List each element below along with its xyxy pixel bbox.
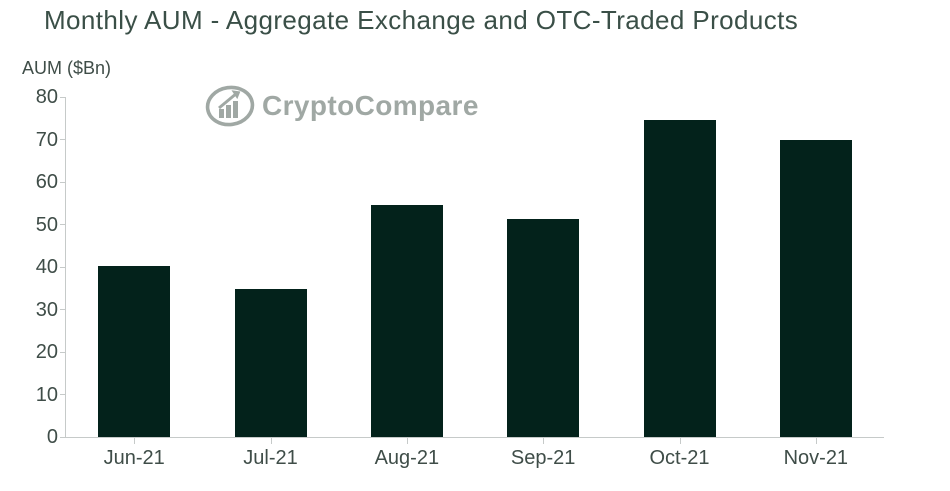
- y-tick-mark: [60, 224, 65, 225]
- y-tick-label: 10: [35, 383, 58, 406]
- y-tick-mark: [60, 181, 65, 183]
- y-axis-title: AUM ($Bn): [22, 58, 112, 78]
- x-axis-label: Sep-21: [510, 447, 576, 469]
- y-tick-mark: [60, 139, 65, 140]
- y-tick-label: 50: [35, 213, 58, 236]
- plot-area: 0 10 20 30 40 50 60 70 80 Jun-21 Jul-21 Aug-21 Sep-2…: [36, 86, 884, 469]
- watermark-text: CryptoCompare: [262, 90, 479, 121]
- x-tick-mark: [543, 438, 545, 444]
- bar-nov-21: [779, 139, 852, 437]
- bar-aug-21: [370, 205, 443, 437]
- y-tick-label: 80: [35, 86, 58, 108]
- y-tick-mark: [60, 96, 65, 98]
- bar-sep-21: [507, 218, 580, 437]
- bar-jul-21: [234, 289, 307, 437]
- x-tick-mark: [406, 438, 408, 444]
- cryptocompare-watermark: CryptoCompare: [204, 84, 479, 128]
- y-tick-label: 60: [35, 171, 58, 193]
- x-tick-mark: [815, 438, 817, 444]
- y-tick-label: 30: [35, 298, 58, 321]
- y-tick-mark: [60, 436, 65, 438]
- chart-title: Monthly AUM - Aggregate Exchange and OTC…: [44, 5, 799, 35]
- y-tick-mark: [60, 266, 65, 268]
- x-axis-label: Jun-21: [103, 447, 165, 469]
- y-tick-mark: [60, 309, 65, 310]
- x-axis-label: Nov-21: [783, 447, 849, 469]
- x-tick-mark: [679, 438, 681, 444]
- x-tick-mark: [134, 438, 136, 444]
- cryptocompare-logo-icon: [205, 85, 255, 127]
- y-tick-mark: [60, 394, 65, 395]
- x-axis-label: Oct-21: [649, 447, 710, 469]
- y-tick-label: 20: [35, 341, 58, 363]
- x-tick-mark: [270, 438, 272, 444]
- y-tick-mark: [60, 351, 65, 353]
- x-axis-label: Jul-21: [243, 447, 298, 469]
- y-tick-label: 0: [46, 426, 58, 448]
- bar-jun-21: [98, 265, 171, 437]
- bar-oct-21: [643, 120, 716, 437]
- y-tick-label: 70: [35, 128, 58, 151]
- y-tick-label: 40: [35, 256, 58, 278]
- x-axis-label: Aug-21: [374, 447, 440, 469]
